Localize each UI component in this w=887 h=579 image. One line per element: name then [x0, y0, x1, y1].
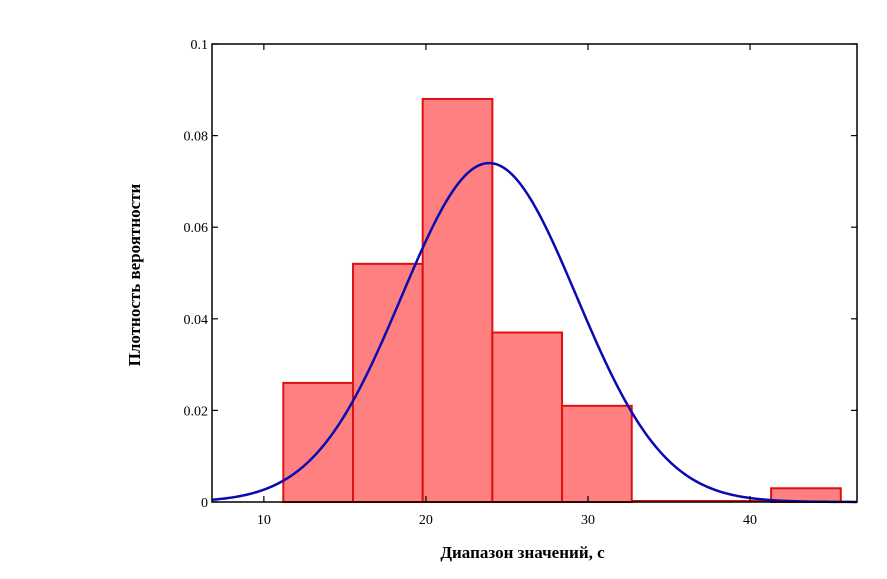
x-axis-title: Диапазон значений, с: [440, 543, 605, 562]
y-tick-label: 0.02: [184, 404, 209, 419]
y-axis-title: Плотность вероятности: [125, 183, 144, 366]
y-tick-label: 0: [201, 496, 208, 511]
x-tick-label: 40: [743, 513, 757, 528]
plot-border: [211, 43, 858, 503]
y-tick-label: 0.04: [184, 313, 209, 328]
histogram-bars: [282, 97, 842, 504]
histogram-bar: [421, 97, 494, 504]
y-tick-label: 0.06: [184, 221, 209, 236]
histogram-bar: [491, 331, 564, 504]
histogram-bar: [351, 262, 424, 503]
y-tick-label: 0.1: [191, 38, 209, 53]
x-tick-label: 30: [581, 513, 595, 528]
plot-frame: [211, 43, 858, 503]
x-tick-label: 10: [257, 513, 271, 528]
axis-ticks: 10 20 30 40 0 0.02 0.04 0.06 0.08 0.1: [184, 38, 857, 528]
histogram-bar: [282, 381, 354, 504]
y-tick-label: 0.08: [184, 130, 209, 145]
histogram-bar: [561, 404, 633, 504]
x-tick-label: 20: [419, 513, 433, 528]
